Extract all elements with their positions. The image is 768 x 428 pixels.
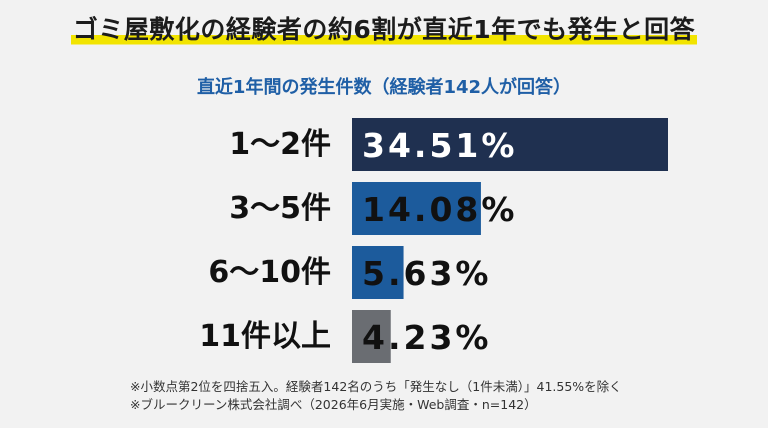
bar xyxy=(352,118,668,171)
category-label: 1〜2件 xyxy=(229,127,331,162)
footnote-source: ※ブルークリーン株式会社調べ（2026年6月実施・Web調査・n=142） xyxy=(130,397,537,412)
category-label: 6〜10件 xyxy=(208,255,331,290)
footnote-rounding: ※小数点第2位を四捨五入。経験者142名のうち「発生なし（1件未満）」41.55… xyxy=(130,379,622,394)
value-label: 5.63% xyxy=(362,254,492,293)
value-label: 14.08% xyxy=(362,190,517,229)
headline-wrap: ゴミ屋敷化の経験者の約6割が直近1年でも発生と回答 xyxy=(0,10,768,46)
bar xyxy=(352,310,391,363)
category-label: 3〜5件 xyxy=(229,191,331,226)
chart-subtitle: 直近1年間の発生件数（経験者142人が回答） xyxy=(196,77,572,98)
category-label: 11件以上 xyxy=(199,319,331,354)
bar xyxy=(352,182,481,235)
bar xyxy=(352,246,404,299)
chart-title: ゴミ屋敷化の経験者の約6割が直近1年でも発生と回答 xyxy=(70,10,698,46)
value-label: 4.23% xyxy=(362,318,492,357)
value-label: 34.51% xyxy=(362,126,517,165)
